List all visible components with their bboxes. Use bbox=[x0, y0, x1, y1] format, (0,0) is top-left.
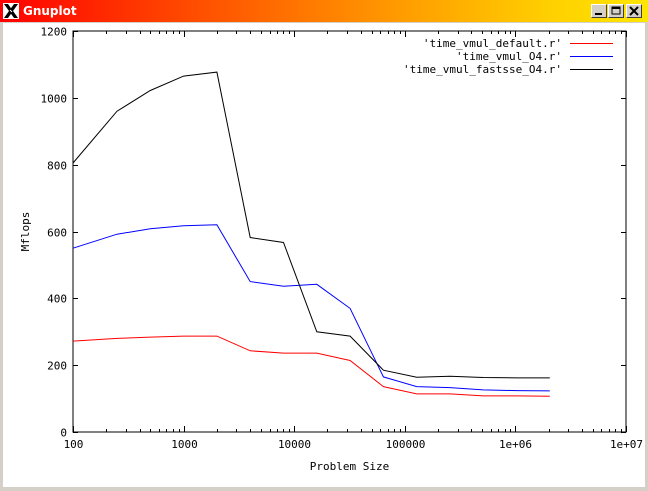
plot-border bbox=[72, 30, 627, 433]
legend-label-3: 'time_vmul_fastsse_O4.r' bbox=[403, 63, 562, 76]
y-tick-label: 800 bbox=[47, 160, 67, 173]
minimize-button[interactable] bbox=[591, 4, 607, 18]
x-tick-label: 100000 bbox=[386, 438, 426, 451]
y-tick-label: 1200 bbox=[41, 26, 68, 39]
title-bar[interactable]: Gnuplot bbox=[0, 0, 648, 22]
x-tick-label: 100 bbox=[64, 438, 84, 451]
maximize-icon bbox=[611, 6, 621, 15]
minimize-icon bbox=[595, 13, 602, 15]
close-icon bbox=[629, 6, 639, 16]
x-logo-icon bbox=[3, 3, 19, 19]
y-tick-label: 600 bbox=[47, 227, 67, 240]
legend-label-2: 'time_vmul_O4.r' bbox=[456, 50, 562, 63]
y-tick-label: 0 bbox=[60, 427, 67, 440]
line-chart: 0 200 400 600 800 1000 1200 100 1000 10000 100000 1… bbox=[19, 26, 643, 474]
y-axis-label: Mflops bbox=[19, 212, 32, 252]
y-tick-label: 400 bbox=[47, 293, 67, 306]
y-tick-label: 1000 bbox=[41, 93, 68, 106]
x-tick-label: 1000 bbox=[171, 438, 198, 451]
y-tick-label: 200 bbox=[47, 360, 67, 373]
x-tick-label: 1e+06 bbox=[499, 438, 532, 451]
x-tick-label: 1e+07 bbox=[610, 438, 643, 451]
close-button[interactable] bbox=[626, 4, 642, 18]
x-axis-label: Problem Size bbox=[310, 460, 389, 473]
plot-canvas: 0 200 400 600 800 1000 1200 100 1000 10000 100000 1… bbox=[3, 23, 645, 487]
x-tick-label: 10000 bbox=[278, 438, 311, 451]
legend-label-1: 'time_vmul_default.r' bbox=[423, 37, 562, 50]
series-line-2 bbox=[72, 224, 550, 392]
series-line-1 bbox=[72, 335, 550, 397]
window-title: Gnuplot bbox=[23, 4, 77, 18]
maximize-button[interactable] bbox=[608, 4, 624, 18]
series-line-3 bbox=[72, 71, 550, 379]
